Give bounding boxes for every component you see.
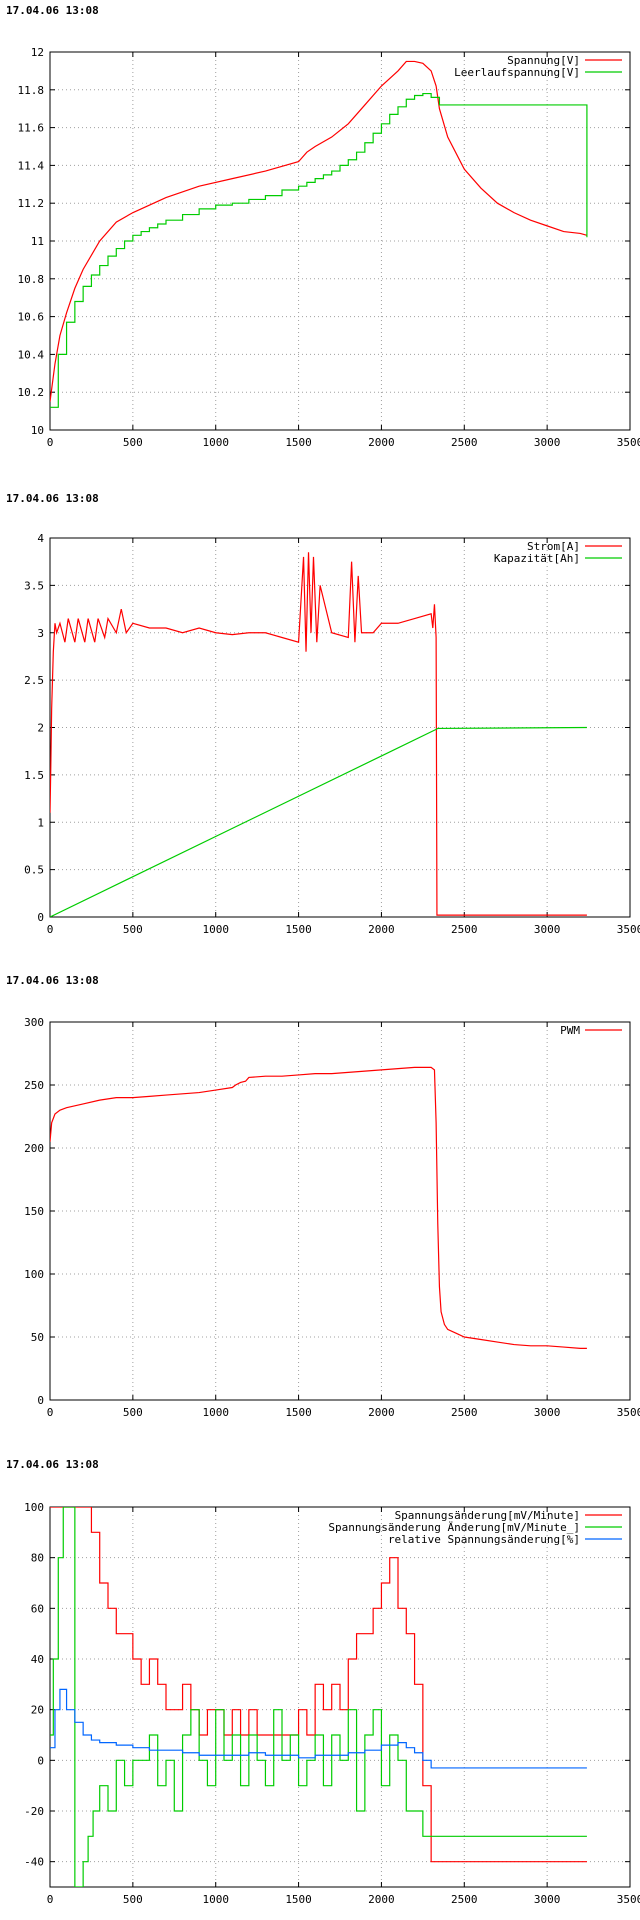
x-tick-label: 2500 [451,1893,478,1906]
y-tick-label: 0 [37,1754,44,1767]
legend-label-2: Leerlaufspannung[V] [454,66,580,79]
y-tick-label: 10 [31,424,44,437]
legend-label-2: Spannungsänderung Änderung[mV/Minute_] [328,1521,580,1534]
y-tick-label: 11.4 [18,159,45,172]
y-tick-label: 80 [31,1552,44,1565]
x-tick-label: 2000 [368,1893,395,1906]
x-tick-label: 2000 [368,1406,395,1419]
x-tick-label: 500 [123,923,143,936]
x-tick-label: 3500 [617,1893,640,1906]
x-tick-label: 1000 [202,1406,229,1419]
y-tick-label: 12 [31,46,44,59]
series-line-1 [50,1507,587,1863]
legend-label-1: Spannung[V] [507,54,580,67]
y-tick-label: 100 [24,1501,44,1514]
x-tick-label: 2500 [451,923,478,936]
y-tick-label: 300 [24,1016,44,1029]
y-tick-label: 10.2 [18,386,45,399]
y-tick-label: 200 [24,1142,44,1155]
x-tick-label: 2500 [451,1406,478,1419]
legend-label-1: Strom[A] [527,540,580,553]
x-tick-label: 500 [123,1406,143,1419]
series-line-3 [50,1688,587,1769]
chart-panel-4: 17.04.06 13:080 500 1000 1500 2000 2500 3000 35… [6,1458,640,1906]
x-tick-label: 0 [47,436,54,449]
x-tick-label: 1000 [202,1893,229,1906]
x-tick-label: 3000 [534,1893,561,1906]
y-tick-label: 1 [37,816,44,829]
x-tick-label: 3000 [534,923,561,936]
x-tick-label: 3000 [534,436,561,449]
y-tick-label: -20 [24,1805,44,1818]
timestamp: 17.04.06 13:08 [6,1458,99,1471]
y-tick-label: 60 [31,1602,44,1615]
y-tick-label: 2.5 [24,674,44,687]
legend-label-2: Kapazität[Ah] [494,552,580,565]
y-tick-label: 0 [37,911,44,924]
y-tick-label: 10.8 [18,273,45,286]
x-tick-label: 1500 [285,1406,312,1419]
series-line-1 [50,552,587,916]
series-line-2 [50,92,588,408]
y-tick-label: -40 [24,1856,44,1869]
x-tick-label: 2000 [368,436,395,449]
x-tick-label: 3500 [617,923,640,936]
y-tick-label: 100 [24,1268,44,1281]
y-tick-label: 3 [37,627,44,640]
series-line-1 [50,1066,587,1349]
x-tick-label: 1000 [202,436,229,449]
x-tick-label: 2000 [368,923,395,936]
legend-label-1: PWM [560,1024,580,1037]
y-tick-label: 3.5 [24,579,44,592]
x-tick-label: 0 [47,1893,54,1906]
x-tick-label: 0 [47,1406,54,1419]
y-tick-label: 50 [31,1331,44,1344]
y-tick-label: 40 [31,1653,44,1666]
series-line-2 [50,726,587,917]
y-tick-label: 10.6 [18,311,45,324]
legend-label-3: relative Spannungsänderung[%] [388,1533,580,1546]
x-tick-label: 3500 [617,1406,640,1419]
y-tick-label: 10.4 [18,348,45,361]
x-tick-label: 3500 [617,436,640,449]
x-tick-label: 3000 [534,1406,561,1419]
y-tick-label: 11.8 [18,84,45,97]
timestamp: 17.04.06 13:08 [6,4,99,17]
x-tick-label: 1000 [202,923,229,936]
y-tick-label: 1.5 [24,769,44,782]
plot-frame [49,1506,631,1888]
y-tick-label: 11.6 [18,122,45,135]
timestamp: 17.04.06 13:08 [6,974,99,987]
y-tick-label: 0 [37,1394,44,1407]
x-tick-label: 500 [123,436,143,449]
x-tick-label: 500 [123,1893,143,1906]
chart-panel-1: 17.04.06 13:08 0 500 1000 1500 2000 2500 3000 35… [6,4,640,449]
x-tick-label: 1500 [285,923,312,936]
x-tick-label: 1500 [285,436,312,449]
y-tick-label: 20 [31,1704,44,1717]
y-tick-label: 250 [24,1079,44,1092]
x-tick-label: 1500 [285,1893,312,1906]
timestamp: 17.04.06 13:08 [6,492,99,505]
chart-panel-2: 17.04.06 13:08 0 500 1000 1500 2000 2500 3000 35… [6,492,640,936]
y-tick-label: 11.2 [18,197,45,210]
y-tick-label: 0.5 [24,864,44,877]
series-line-2 [50,1507,587,1887]
y-tick-label: 11 [31,235,44,248]
y-tick-label: 4 [37,532,44,545]
y-tick-label: 150 [24,1205,44,1218]
x-tick-label: 2500 [451,436,478,449]
y-tick-label: 2 [37,722,44,735]
series-line-1 [50,60,588,402]
chart-panel-3: 17.04.06 13:080 500 1000 1500 2000 2500 3000 35… [6,974,640,1419]
legend-label-1: Spannungsänderung[mV/Minute] [395,1509,580,1522]
x-tick-label: 0 [47,923,54,936]
